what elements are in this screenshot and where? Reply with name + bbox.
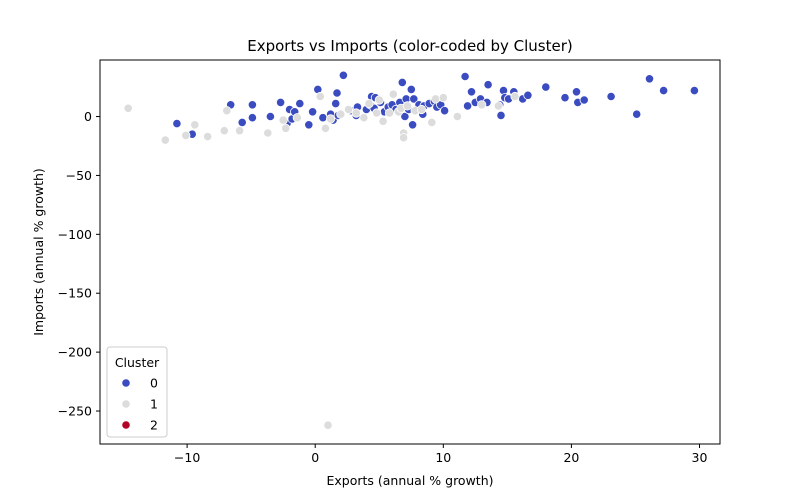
legend-label-2: 2 — [150, 418, 158, 433]
point-cluster-1 — [359, 113, 369, 123]
point-cluster-1 — [181, 130, 191, 140]
point-cluster-0 — [331, 99, 341, 109]
x-tick-label: 20 — [563, 450, 579, 465]
point-cluster-1 — [315, 91, 325, 102]
point-cluster-0 — [407, 120, 418, 130]
point-cluster-1 — [281, 123, 291, 133]
x-axis: −10 0 10 20 30 — [174, 444, 708, 465]
legend-label-0: 0 — [150, 376, 158, 391]
point-cluster-1 — [263, 128, 273, 138]
point-cluster-0 — [247, 113, 257, 123]
point-cluster-1 — [235, 126, 245, 136]
point-cluster-1 — [430, 94, 441, 104]
point-cluster-0 — [579, 95, 589, 105]
point-cluster-1 — [427, 117, 437, 128]
point-cluster-1 — [452, 111, 462, 122]
x-tick-label: −10 — [174, 450, 200, 465]
point-cluster-1 — [510, 91, 520, 102]
point-cluster-1 — [364, 99, 374, 109]
point-cluster-1 — [190, 120, 200, 130]
point-cluster-0 — [632, 109, 642, 119]
legend-label-1: 1 — [150, 397, 158, 412]
point-cluster-1 — [320, 123, 331, 133]
plot-frame — [99, 59, 721, 445]
point-cluster-0 — [466, 87, 477, 97]
point-cluster-0 — [658, 86, 669, 96]
point-cluster-0 — [560, 93, 570, 103]
point-cluster-1 — [160, 135, 170, 145]
point-cluster-0 — [483, 80, 493, 90]
point-cluster-1 — [416, 104, 427, 115]
data-points — [123, 70, 700, 430]
point-cluster-1 — [351, 108, 361, 118]
point-cluster-0 — [644, 74, 655, 84]
y-tick-label: −100 — [58, 227, 92, 242]
point-cluster-0 — [247, 100, 257, 110]
point-cluster-0 — [295, 99, 305, 109]
point-cluster-1 — [438, 93, 448, 103]
point-cluster-1 — [378, 116, 388, 126]
point-cluster-1 — [343, 104, 354, 115]
legend-marker-1 — [121, 399, 131, 409]
point-cluster-0 — [304, 120, 314, 130]
point-cluster-0 — [523, 90, 533, 100]
y-tick-label: 0 — [84, 109, 92, 124]
legend-title: Cluster — [115, 355, 160, 370]
point-cluster-1 — [278, 115, 288, 125]
point-cluster-0 — [406, 84, 416, 95]
point-cluster-0 — [237, 117, 247, 128]
y-tick-label: −250 — [58, 404, 92, 419]
y-tick-label: −200 — [58, 345, 92, 360]
point-cluster-0 — [462, 101, 473, 111]
point-cluster-1 — [402, 101, 412, 111]
point-cluster-1 — [219, 126, 229, 136]
point-cluster-0 — [172, 119, 182, 129]
point-cluster-0 — [496, 110, 506, 121]
point-cluster-1 — [123, 103, 133, 113]
point-cluster-0 — [265, 111, 275, 122]
point-cluster-1 — [325, 114, 336, 124]
point-cluster-1 — [388, 89, 398, 99]
point-cluster-0 — [275, 97, 286, 108]
point-cluster-1 — [372, 108, 382, 118]
point-cluster-0 — [541, 82, 551, 92]
chart-title: Exports vs Imports (color-coded by Clust… — [247, 37, 572, 55]
point-cluster-0 — [332, 88, 342, 98]
y-axis: −250 −200 −150 −100 −50 0 — [58, 109, 100, 419]
point-cluster-1 — [398, 133, 409, 143]
point-cluster-0 — [571, 87, 582, 97]
legend: Cluster 0 1 2 — [106, 346, 168, 438]
point-cluster-0 — [460, 71, 470, 82]
point-cluster-0 — [400, 111, 410, 122]
point-cluster-0 — [409, 94, 419, 104]
point-cluster-1 — [493, 101, 503, 111]
point-cluster-1 — [374, 95, 384, 105]
point-cluster-1 — [222, 106, 232, 116]
legend-box — [106, 346, 168, 438]
point-cluster-1 — [336, 109, 346, 119]
y-axis-label: Imports (annual % growth) — [31, 168, 46, 336]
x-tick-label: 10 — [435, 450, 451, 465]
legend-marker-0 — [121, 378, 131, 388]
point-cluster-0 — [397, 77, 407, 88]
x-tick-label: 30 — [692, 450, 708, 465]
x-tick-label: 0 — [311, 450, 319, 465]
point-cluster-0 — [689, 86, 700, 96]
point-cluster-1 — [477, 100, 487, 110]
point-cluster-0 — [318, 113, 328, 123]
y-tick-label: −150 — [58, 286, 92, 301]
point-cluster-1 — [384, 108, 395, 118]
point-cluster-0 — [606, 91, 616, 102]
legend-marker-2 — [121, 420, 131, 430]
point-cluster-1 — [323, 420, 333, 430]
y-tick-label: −50 — [66, 168, 92, 183]
legend-entries: 0 1 2 — [121, 376, 158, 433]
point-cluster-0 — [338, 70, 348, 80]
x-axis-label: Exports (annual % growth) — [326, 473, 493, 488]
point-cluster-0 — [439, 106, 450, 116]
point-cluster-1 — [292, 113, 302, 123]
point-cluster-0 — [307, 107, 318, 117]
point-cluster-1 — [203, 132, 213, 142]
